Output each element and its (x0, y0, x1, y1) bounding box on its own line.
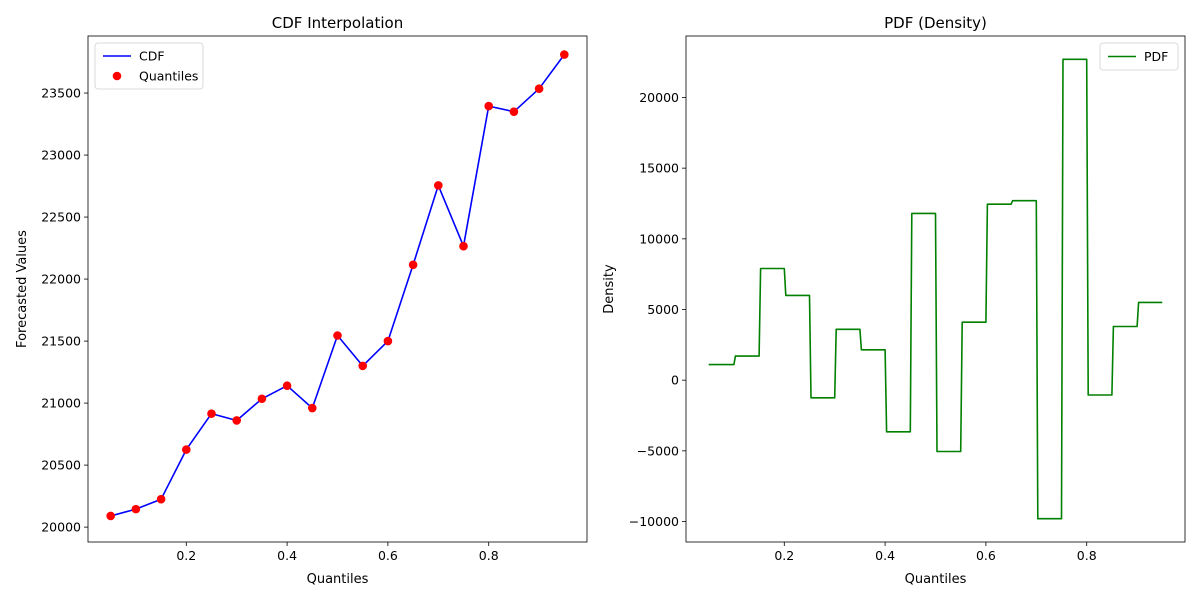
axes-frame (87, 35, 588, 543)
x-tick-label: 0.2 (774, 548, 794, 563)
pdf-series-line (708, 58, 1163, 520)
x-tick-label: 0.6 (378, 548, 398, 563)
y-tick-label: 21000 (41, 396, 81, 411)
y-tick-label: 22000 (41, 272, 81, 287)
x-tick-label: 0.4 (875, 548, 895, 563)
quantile-point (408, 260, 418, 270)
chart-title: CDF Interpolation (272, 14, 403, 32)
y-tick-label: 5000 (647, 302, 679, 317)
y-axis-label: Density (602, 264, 617, 314)
y-axis-label: Forecasted Values (15, 230, 30, 348)
axes-frame (685, 35, 1186, 543)
y-tick-label: −5000 (637, 443, 679, 458)
quantile-point (106, 511, 115, 521)
y-tick-label: 15000 (639, 161, 679, 176)
x-axis-label: Quantiles (905, 572, 967, 587)
quantile-point (383, 336, 393, 346)
x-tick-label: 0.4 (277, 548, 297, 563)
y-tick-label: 23000 (41, 148, 81, 163)
y-tick-label: 20500 (41, 458, 81, 473)
x-tick-label: 0.8 (479, 548, 499, 563)
quantile-point (459, 241, 468, 251)
quantile-point (156, 494, 166, 504)
y-tick-label: 23500 (41, 86, 81, 101)
quantile-point (358, 361, 368, 371)
x-tick-label: 0.6 (976, 548, 996, 563)
y-tick-label: 20000 (639, 90, 679, 105)
quantile-point (484, 101, 494, 111)
y-tick-label: 10000 (639, 231, 679, 246)
quantile-point (207, 409, 216, 418)
legend-box (94, 42, 204, 90)
x-tick-label: 0.2 (176, 548, 196, 563)
legend-box (1099, 42, 1179, 71)
quantile-point (282, 381, 292, 391)
y-tick-label: 22500 (41, 210, 81, 225)
y-tick-label: 21500 (41, 334, 81, 349)
y-tick-label: −10000 (629, 514, 679, 529)
quantile-point (434, 181, 443, 190)
quantile-point (560, 50, 569, 59)
quantile-point (534, 84, 544, 94)
chart-title: PDF (Density) (884, 14, 987, 32)
cdf-panel: CDF Interpolation 0.2 0.4 0.6 0.8 20000 20500 2… (15, 14, 588, 587)
y-tick-label: 0 (671, 373, 679, 388)
quantile-point (131, 504, 141, 514)
pdf-panel: PDF (Density) 0.2 0.4 0.6 0.8 −10000 −5000 0 500… (602, 14, 1186, 587)
legend-pdf-label: PDF (1144, 49, 1168, 64)
legend-quantiles-swatch (112, 71, 122, 81)
legend-cdf-label: CDF (139, 49, 165, 64)
x-axis-label: Quantiles (307, 572, 369, 587)
quantile-point (333, 331, 342, 340)
quantile-point (232, 416, 241, 425)
y-tick-label: 20000 (41, 520, 81, 535)
quantile-point (509, 107, 519, 116)
x-tick-label: 0.8 (1077, 548, 1097, 563)
legend-quantiles-label: Quantiles (139, 69, 198, 84)
quantile-point (307, 403, 317, 413)
quantile-point (181, 445, 191, 454)
quantile-point (257, 394, 267, 404)
